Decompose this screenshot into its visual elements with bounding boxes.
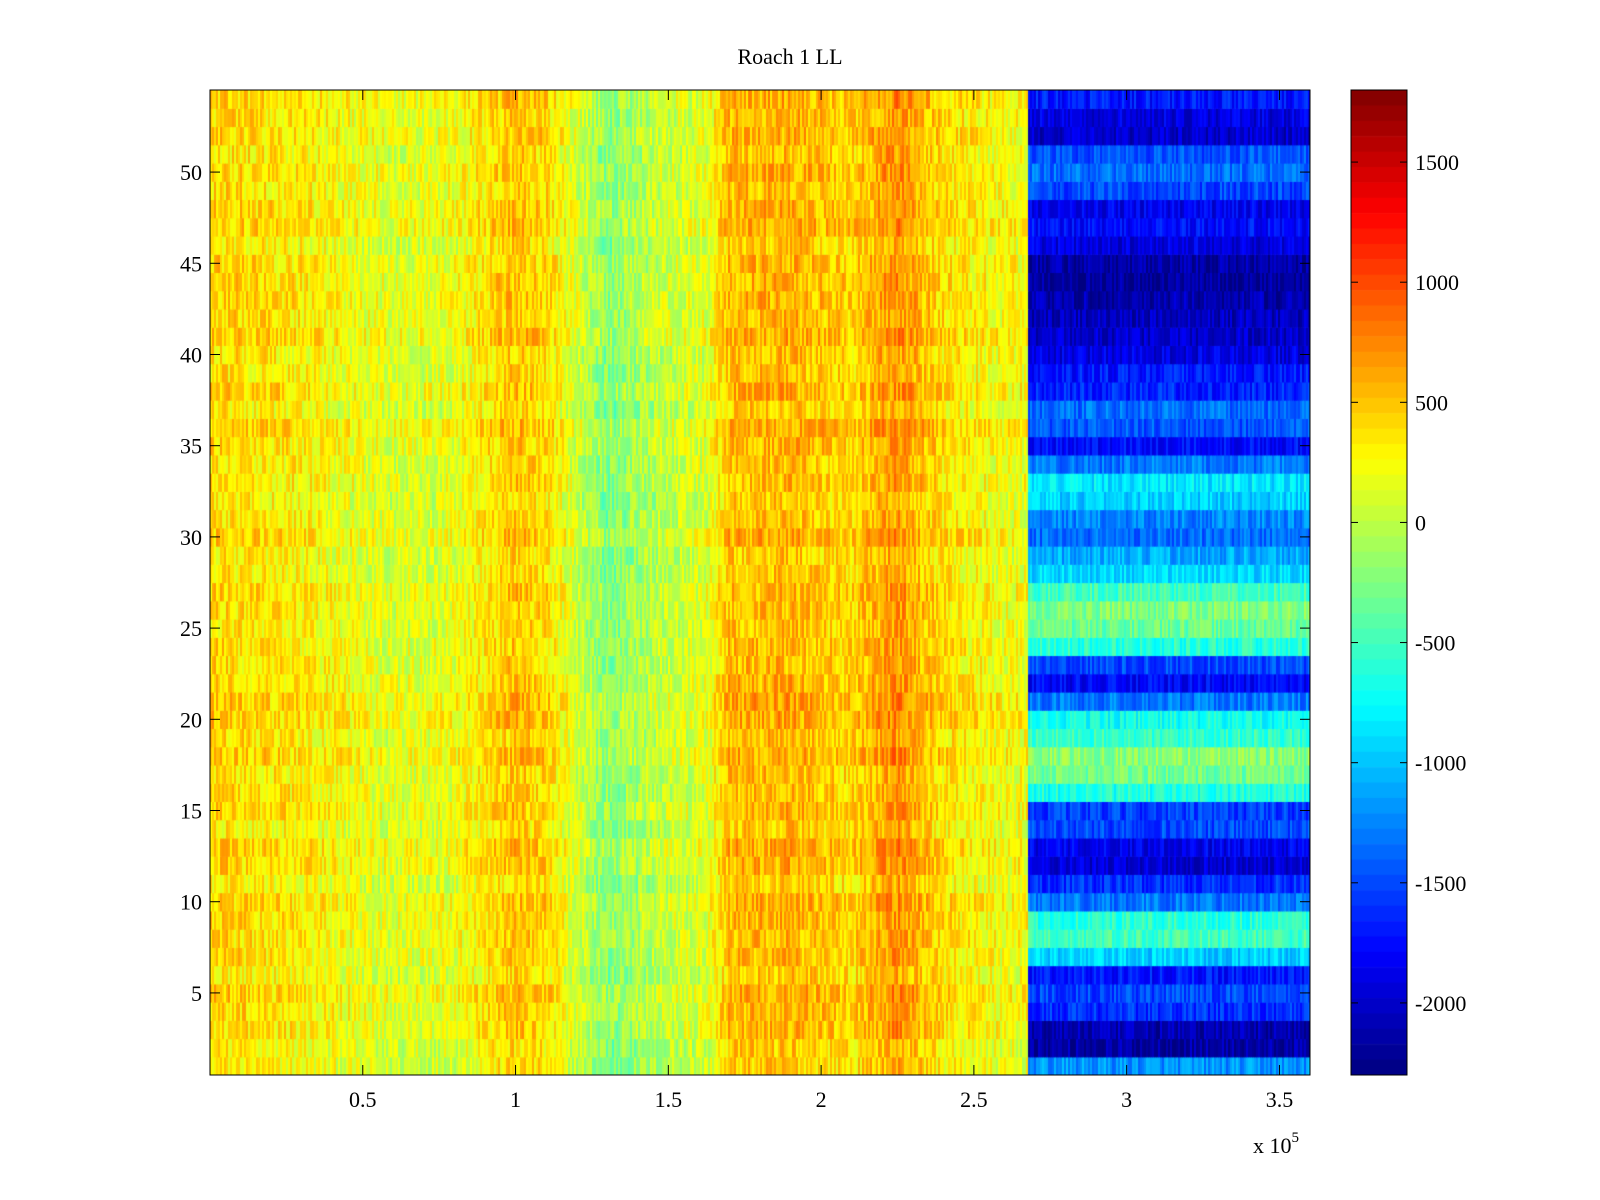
colorbar — [1351, 90, 1407, 1075]
x-tick-label: 2.5 — [960, 1087, 988, 1112]
colorbar-tick-label: 500 — [1415, 390, 1448, 415]
plot-frame — [209, 89, 1311, 1076]
y-axis-ticks: 5 10 15 20 25 30 35 40 45 50 — [180, 160, 1310, 1006]
colorbar-tick-label: -1500 — [1415, 871, 1466, 896]
y-tick-label: 10 — [180, 890, 202, 915]
heatmap-plot — [210, 90, 1310, 1075]
colorbar-tick-label: -1000 — [1415, 751, 1466, 776]
y-tick-label: 30 — [180, 525, 202, 550]
x-tick-label: 1 — [510, 1087, 521, 1112]
y-tick-label: 40 — [180, 342, 202, 367]
x-multiplier-base: x 10 — [1253, 1133, 1292, 1158]
y-tick-label: 35 — [180, 434, 202, 459]
x-tick-label: 3 — [1121, 1087, 1132, 1112]
colorbar-frame — [1350, 89, 1408, 1076]
x-tick-label: 0.5 — [349, 1087, 377, 1112]
x-tick-label: 3.5 — [1266, 1087, 1294, 1112]
colorbar-tick-label: 1000 — [1415, 270, 1459, 295]
y-tick-label: 50 — [180, 160, 202, 185]
x-multiplier-exponent: 5 — [1292, 1130, 1300, 1146]
x-axis-multiplier: x 105 — [1253, 1130, 1299, 1158]
colorbar-ticks: 1500 1000 500 0 -500 -1000 -1500 -2000 — [1351, 150, 1466, 1016]
y-tick-label: 15 — [180, 799, 202, 824]
colorbar-tick-label: 0 — [1415, 510, 1426, 535]
colorbar-tick-label: -500 — [1415, 631, 1455, 656]
colorbar-tick-label: 1500 — [1415, 150, 1459, 175]
x-tick-label: 1.5 — [655, 1087, 683, 1112]
y-tick-label: 45 — [180, 251, 202, 276]
x-tick-label: 2 — [816, 1087, 827, 1112]
colorbar-tick-label: -2000 — [1415, 991, 1466, 1016]
y-tick-label: 20 — [180, 707, 202, 732]
y-tick-label: 25 — [180, 616, 202, 641]
x-axis-ticks: 0.5 1 1.5 2 2.5 3 3.5 — [349, 90, 1293, 1112]
chart-title: Roach 1 LL — [737, 44, 843, 69]
y-tick-label: 5 — [191, 981, 202, 1006]
